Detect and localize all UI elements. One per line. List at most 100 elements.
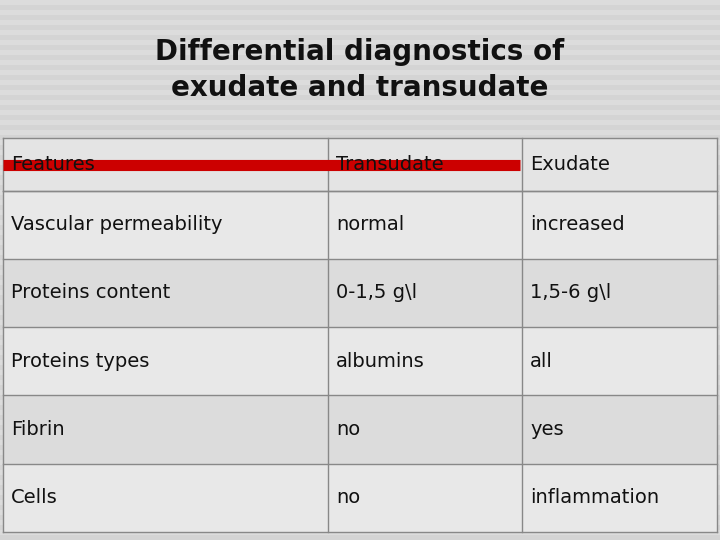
Bar [0,70,720,75]
Bar [0,290,720,295]
Text: yes: yes [530,420,564,439]
Text: inflammation: inflammation [530,488,660,508]
Bar [0,5,720,10]
Bar [0,495,720,500]
Bar [0,470,720,475]
Bar [0,240,720,245]
Bar [0,220,720,225]
Text: Features: Features [11,155,95,174]
Bar [0,75,720,80]
Bar [0,355,720,360]
Bar [0,285,720,290]
Bar [0,245,720,250]
Bar [0,35,720,40]
Bar [0,410,720,415]
Bar [0,260,720,265]
Bar [0,490,720,495]
Bar [0,270,720,275]
Bar [0,30,720,35]
Bar [0,160,720,165]
Bar [0,430,720,435]
Bar [0,130,720,135]
Bar [0,215,720,220]
Bar [0,330,720,335]
Bar [0,0,720,5]
Bar [0,80,720,85]
Bar [0,55,720,60]
Bar [0,105,720,110]
Bar [0,460,720,465]
Bar [0,325,720,330]
Bar [0,235,720,240]
Bar [0,165,720,170]
Bar [0,20,720,25]
Bar [0,530,720,535]
Bar [0,450,720,455]
Bar [0,140,720,145]
Bar [0,370,720,375]
Bar [0,345,720,350]
Text: normal: normal [336,215,404,234]
Bar [0,455,720,460]
Bar [0,275,720,280]
Bar [0,185,720,190]
Text: Proteins content: Proteins content [11,284,170,302]
Bar [0,120,720,125]
Bar [0,300,720,305]
Bar [0,500,720,505]
Bar [0,420,720,425]
Bar [0,515,720,520]
Bar [0,390,720,395]
Bar [0,295,720,300]
Bar [0,180,720,185]
Bar [0,510,720,515]
Bar [0,480,720,485]
Text: all: all [530,352,553,371]
Bar [0,60,720,65]
Text: no: no [336,488,360,508]
Bar [0,195,720,200]
Bar [0,425,720,430]
Bar [0,230,720,235]
Bar [0,15,720,20]
Bar [0,340,720,345]
Bar [0,350,720,355]
Bar [0,465,720,470]
Bar [0,210,720,215]
Bar [0,25,720,30]
Bar [0,110,720,115]
Text: Exudate: Exudate [530,155,610,174]
Bar [0,475,720,480]
Bar [0,445,720,450]
Bar [0,115,720,120]
Bar [0,485,720,490]
Bar [0,65,720,70]
Bar [0,150,720,155]
Bar [0,315,720,320]
Bar [0,250,720,255]
Bar [0,100,720,105]
Text: Differential diagnostics of
exudate and transudate: Differential diagnostics of exudate and … [156,38,564,103]
Bar [0,145,720,150]
Bar [0,320,720,325]
Bar [0,535,720,540]
Bar [0,395,720,400]
Bar [0,175,720,180]
Bar [0,365,720,370]
Bar [0,10,720,15]
Bar [0,85,720,90]
Text: Transudate: Transudate [336,155,444,174]
Bar [0,170,720,175]
Bar [0,400,720,405]
Bar [0,525,720,530]
Bar [0,305,720,310]
Bar [0,335,720,340]
Text: Fibrin: Fibrin [11,420,65,439]
Bar [0,310,720,315]
Bar [0,190,720,195]
Bar [0,265,720,270]
Text: Cells: Cells [11,488,58,508]
Bar [0,50,720,55]
Bar [0,415,720,420]
Bar [3,138,717,191]
